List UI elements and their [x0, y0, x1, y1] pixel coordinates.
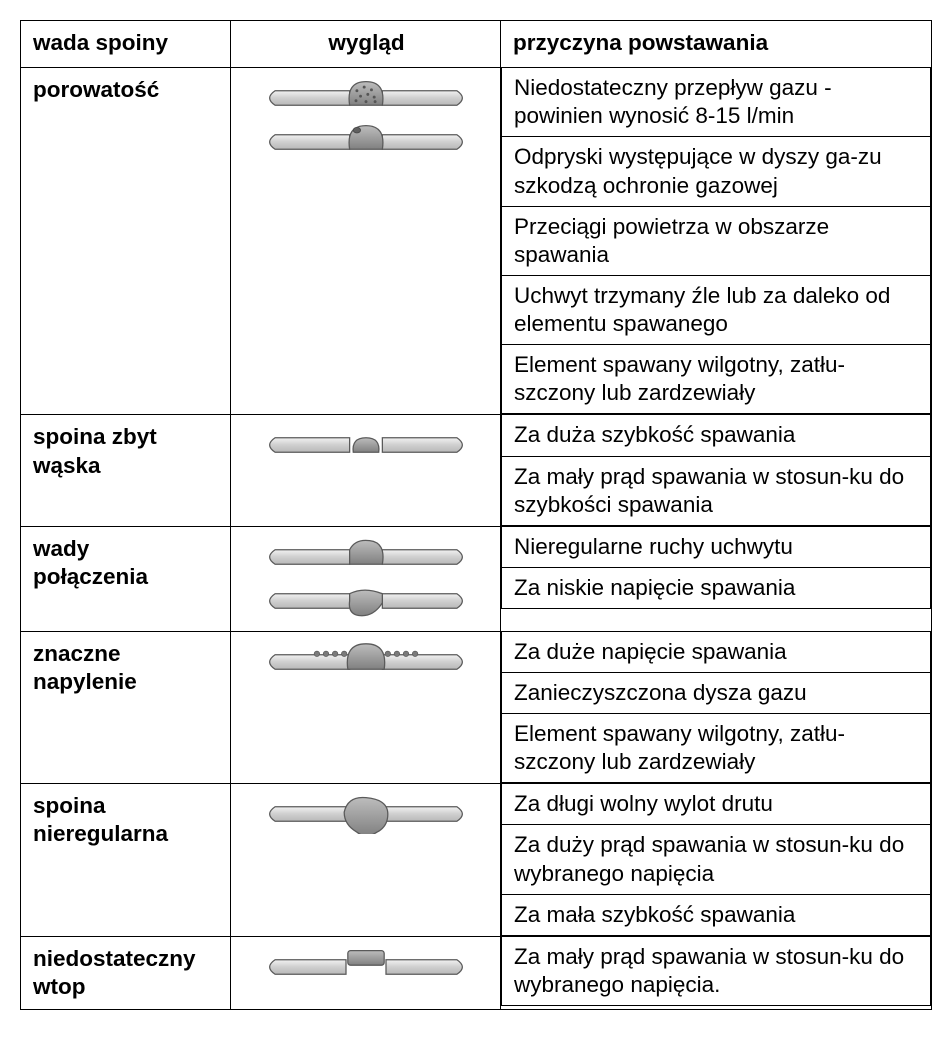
weld-diagram-irregular — [256, 794, 476, 834]
cause-text: Przeciągi powietrza w obszarze spawania — [502, 206, 931, 275]
defect-name: porowatość — [21, 68, 231, 415]
defect-look — [231, 631, 501, 784]
col-defect: wada spoiny — [21, 21, 231, 68]
cause-text: Nieregularne ruchy uchwytu — [502, 527, 931, 568]
cause-text: Za duży prąd spawania w stosun-ku do wyb… — [502, 825, 931, 894]
weld-diagram-lack-fusion — [256, 947, 476, 987]
weld-diagram-porosity-pore — [256, 122, 476, 162]
cause-text: Niedostateczny przepływ gazu - powinien … — [502, 68, 931, 137]
defect-look — [231, 526, 501, 631]
cause-text: Za długi wolny wylot drutu — [502, 784, 931, 825]
cause-text: Zanieczyszczona dysza gazu — [502, 672, 931, 713]
defect-look — [231, 936, 501, 1009]
cause-text: Za mała szybkość spawania — [502, 894, 931, 935]
weld-defects-table: wada spoiny wygląd przyczyna powstawania… — [20, 20, 932, 1010]
cause-text: Uchwyt trzymany źle lub za daleko od ele… — [502, 275, 931, 344]
defect-name: spoina zbytwąska — [21, 415, 231, 526]
weld-diagram-porosity-dots — [256, 78, 476, 118]
weld-diagram-fusion-bottom — [256, 581, 476, 621]
cause-text: Za niskie napięcie spawania — [502, 567, 931, 608]
defect-name: spoinanieregularna — [21, 784, 231, 937]
table-row: znacznenapylenie Za duże napięcie spawan… — [21, 631, 932, 784]
cause-text: Element spawany wilgotny, zatłu-szczony … — [502, 714, 931, 783]
col-cause: przyczyna powstawania — [501, 21, 932, 68]
col-look: wygląd — [231, 21, 501, 68]
defect-causes: Za mały prąd spawania w stosun-ku do wyb… — [501, 936, 932, 1009]
defect-name: niedostatecznywtop — [21, 936, 231, 1009]
table-header-row: wada spoiny wygląd przyczyna powstawania — [21, 21, 932, 68]
defect-causes: Za duże napięcie spawaniaZanieczyszczona… — [501, 631, 932, 784]
defect-name: wadypołączenia — [21, 526, 231, 631]
table-row: niedostatecznywtop Za mały prąd spawania… — [21, 936, 932, 1009]
defect-causes: Za długi wolny wylot drutuZa duży prąd s… — [501, 784, 932, 937]
weld-diagram-spatter — [256, 642, 476, 682]
table-row: spoinanieregularna Za długi wolny wylot … — [21, 784, 932, 937]
cause-text: Element spawany wilgotny, zatłu-szczony … — [502, 345, 931, 414]
cause-text: Za mały prąd spawania w stosun-ku do szy… — [502, 456, 931, 525]
table-row: porowatość Niedostateczny przepływ gazu … — [21, 68, 932, 415]
defect-causes: Za duża szybkość spawaniaZa mały prąd sp… — [501, 415, 932, 526]
cause-text: Za duże napięcie spawania — [502, 632, 931, 673]
cause-text: Odpryski występujące w dyszy ga-zu szkod… — [502, 137, 931, 206]
table-row: spoina zbytwąska Za duża szybkość spawan… — [21, 415, 932, 526]
cause-text: Za mały prąd spawania w stosun-ku do wyb… — [502, 937, 931, 1006]
weld-diagram-fusion-top — [256, 537, 476, 577]
weld-diagram-narrow — [256, 425, 476, 465]
defect-look — [231, 415, 501, 526]
defect-look — [231, 784, 501, 937]
table-row: wadypołączenia Nieregularne ruchy uchwyt… — [21, 526, 932, 631]
defect-look — [231, 68, 501, 415]
cause-text: Za duża szybkość spawania — [502, 415, 931, 456]
defect-causes: Nieregularne ruchy uchwytuZa niskie napi… — [501, 526, 932, 631]
defect-causes: Niedostateczny przepływ gazu - powinien … — [501, 68, 932, 415]
defect-name: znacznenapylenie — [21, 631, 231, 784]
